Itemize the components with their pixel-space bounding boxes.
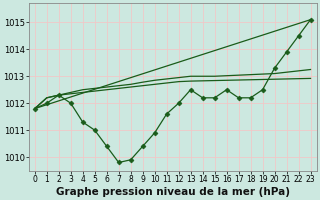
X-axis label: Graphe pression niveau de la mer (hPa): Graphe pression niveau de la mer (hPa) xyxy=(56,187,290,197)
